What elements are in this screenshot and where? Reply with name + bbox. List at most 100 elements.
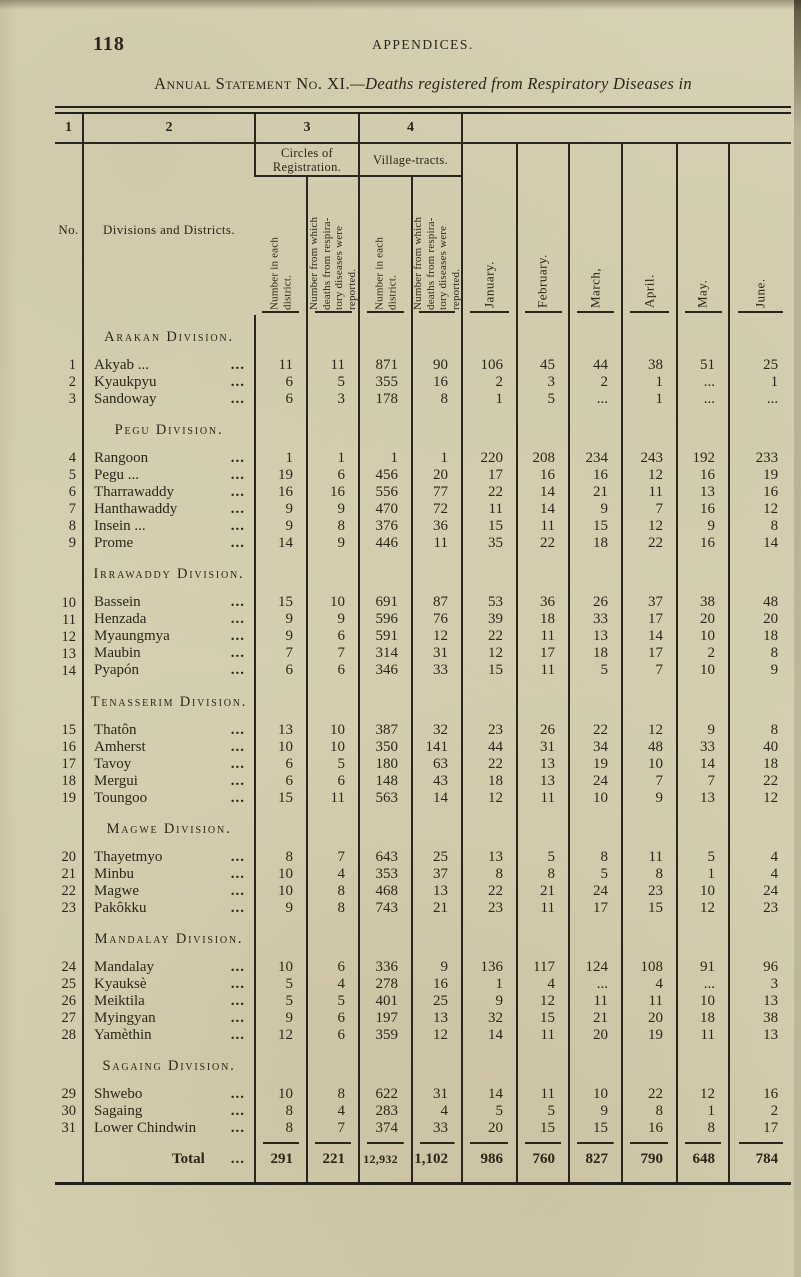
district-name: Pakôkku [94, 899, 147, 916]
empty-cell [306, 917, 359, 960]
value-cell: 16 [411, 976, 462, 994]
empty-cell [676, 806, 729, 850]
value-cell: 39 [461, 611, 517, 629]
value-cell: 51 [676, 357, 729, 375]
district-cell-content: Bassein... [84, 595, 254, 611]
district-cell: Lower Chindwin... [82, 1120, 255, 1138]
row-number-cell: 25 [61, 976, 77, 993]
empty-cell [516, 552, 569, 595]
district-cell-content: Sandoway... [84, 390, 254, 408]
value-cell: 1 [676, 866, 729, 884]
leader-dots: ... [230, 1120, 245, 1137]
value-cell: 15 [568, 1120, 622, 1138]
value-cell: 45 [516, 357, 569, 375]
district-cell-content: Amherst... [84, 739, 254, 756]
division-name-cell: Arakan Division. [82, 315, 255, 358]
value-cell: 13 [411, 1010, 462, 1028]
value-cell: 17 [516, 645, 569, 663]
value-cell: 14 [254, 535, 307, 553]
circles-number-header: Number in each district. [255, 176, 307, 315]
district-name: Mandalay [94, 958, 154, 975]
district-cell-content: Kyaukpyu... [84, 373, 254, 391]
district-cell-content: Myingyan... [84, 1010, 254, 1027]
value-cell: 6 [254, 773, 307, 790]
value-cell: 11 [516, 1027, 569, 1045]
value-cell: 117 [516, 959, 569, 977]
division-name-cell: Irrawaddy Division. [82, 552, 255, 595]
value-cell: 33 [568, 611, 622, 629]
empty-cell [358, 552, 412, 595]
row-number-cell: 8 [68, 518, 76, 535]
value-cell: ... [676, 976, 729, 994]
value-cell: 17 [621, 645, 677, 663]
value-cell: 1 [358, 450, 412, 468]
table-row: 27 Myingyan... 9 6 197 13 32 15 21 20 18 38 [55, 1010, 792, 1028]
value-cell: 12 [676, 1086, 729, 1104]
value-cell: 446 [358, 535, 412, 553]
leader-dots: ... [230, 975, 245, 992]
value-cell: 197 [358, 1010, 412, 1028]
value-cell: 2 [727, 1103, 792, 1121]
value-cell: ... [568, 976, 622, 994]
value-cell: 22 [516, 535, 569, 553]
empty-cell [727, 552, 792, 595]
district-cell: Sandoway... [82, 390, 255, 409]
table-row: 21 Minbu... 10 4 353 37 8 8 5 8 1 4 [55, 866, 792, 884]
empty-cell [358, 1044, 412, 1087]
leader-dots: ... [230, 356, 245, 373]
value-cell: 12 [621, 467, 677, 485]
leader-dots: ... [230, 518, 245, 535]
value-cell: 355 [358, 374, 412, 392]
leader-dots: ... [230, 373, 245, 390]
empty-cell [461, 917, 517, 960]
division-name: Sagaing Division. [102, 1058, 236, 1075]
value-cell: 20 [461, 1120, 517, 1138]
value-cell: 14 [727, 535, 792, 553]
leader-dots: ... [230, 848, 245, 865]
districts-column-header: Divisions and Districts. [82, 143, 255, 315]
value-cell: 8 [676, 1120, 729, 1138]
value-cell: 96 [727, 959, 792, 977]
value-cell: 14 [621, 628, 677, 646]
district-cell: Magwe... [82, 883, 255, 901]
value-cell: 21 [516, 883, 569, 901]
empty-cell [676, 552, 729, 595]
value-cell: 12 [461, 790, 517, 807]
value-cell: 44 [568, 357, 622, 375]
district-cell-content: Toungoo... [84, 790, 254, 807]
district-cell-content: Akyab ...... [84, 356, 254, 374]
value-cell: 12 [411, 1027, 462, 1045]
value-cell: 12 [254, 1027, 307, 1045]
table-row: 15 Thatôn... 13 10 387 32 23 26 22 12 9 8 [55, 722, 792, 739]
value-cell: 22 [568, 722, 622, 739]
district-cell: Hanthawaddy... [82, 501, 255, 519]
value-cell: 11 [621, 849, 677, 867]
value-cell: 9 [254, 628, 307, 646]
empty-cell [568, 806, 622, 850]
value-cell: 20 [621, 1010, 677, 1028]
value-cell: 33 [411, 662, 462, 680]
row-number-cell: 31 [61, 1120, 77, 1137]
value-cell: 10 [306, 739, 359, 756]
district-cell: Insein ...... [82, 518, 255, 536]
division-row: Sagaing Division. [55, 1044, 792, 1087]
value-cell: 4 [727, 849, 792, 867]
district-name: Insein ... [94, 518, 146, 535]
month-header-may-label: May. [694, 279, 710, 308]
division-row: Irrawaddy Division. [55, 552, 792, 595]
value-cell: 9 [254, 611, 307, 629]
empty-cell [306, 408, 359, 451]
value-cell: 6 [254, 374, 307, 392]
leader-dots: ... [230, 390, 245, 407]
empty-cell [254, 1044, 307, 1087]
district-cell: Minbu... [82, 866, 255, 884]
division-row: Mandalay Division. [55, 917, 792, 960]
row-number-cell: 17 [61, 755, 77, 772]
value-cell: 10 [676, 662, 729, 680]
value-cell: 1 [621, 391, 677, 409]
value-cell: ... [568, 391, 622, 409]
value-cell: 7 [254, 645, 307, 663]
value-cell: 8 [621, 1103, 677, 1121]
value-cell: 2 [461, 374, 517, 392]
value-cell: 31 [516, 739, 569, 756]
